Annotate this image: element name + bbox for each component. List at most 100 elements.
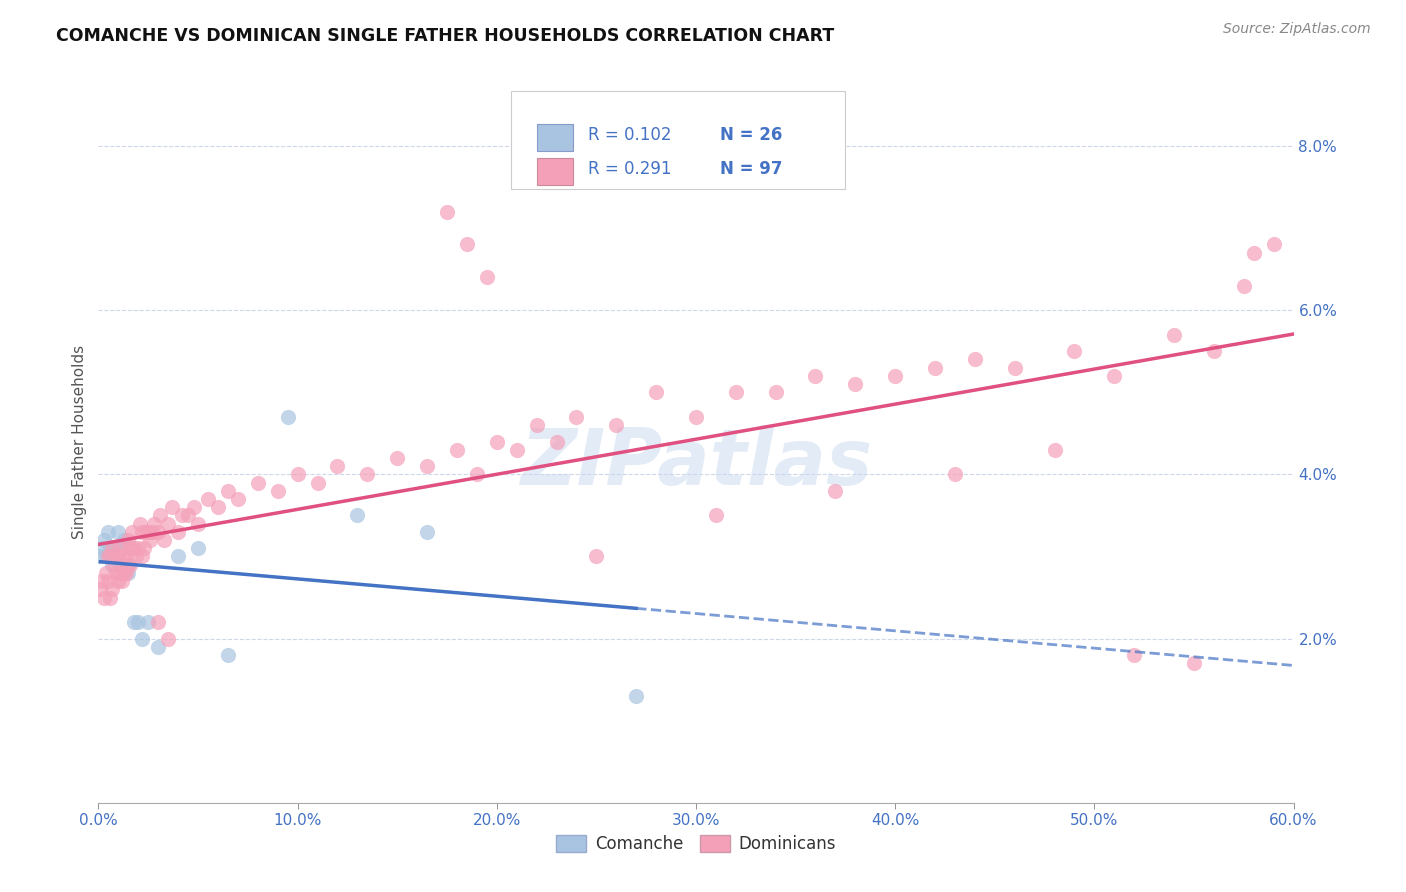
Point [148, 524, 170, 539]
Text: N = 97: N = 97 [720, 160, 782, 178]
Point [246, 475, 269, 490]
Point [148, 640, 170, 654]
Point [1163, 327, 1185, 342]
Point [136, 524, 159, 539]
Point [135, 524, 157, 539]
Point [96, 549, 118, 564]
Point [307, 475, 329, 490]
Point [1123, 648, 1146, 662]
Point [111, 574, 134, 588]
Point [131, 549, 153, 564]
Point [101, 582, 124, 597]
Point [346, 508, 368, 523]
Point [96, 566, 118, 580]
Point [98, 541, 122, 556]
Point [605, 418, 627, 433]
Point [565, 409, 588, 424]
Point [103, 558, 125, 572]
Point [167, 549, 190, 564]
Legend: Comanche, Dominicans: Comanche, Dominicans [550, 828, 842, 860]
Point [277, 409, 299, 424]
Point [187, 541, 209, 556]
Point [91, 541, 114, 556]
Point [943, 467, 966, 482]
Point [101, 558, 124, 572]
Point [105, 566, 128, 580]
Point [120, 558, 142, 572]
Point [115, 549, 138, 564]
Point [93, 533, 115, 547]
Text: N = 26: N = 26 [720, 126, 782, 144]
Text: R = 0.291: R = 0.291 [589, 160, 672, 178]
Point [112, 533, 135, 547]
Point [226, 491, 249, 506]
Point [506, 442, 529, 457]
Point [1004, 360, 1026, 375]
Point [111, 549, 134, 564]
Point [385, 450, 409, 465]
Point [153, 533, 176, 547]
Point [844, 377, 866, 392]
Point [160, 500, 183, 515]
Point [446, 442, 468, 457]
Point [139, 533, 162, 547]
Point [197, 491, 219, 506]
Point [167, 524, 190, 539]
Point [804, 368, 827, 383]
Point [724, 385, 747, 400]
Point [98, 591, 122, 605]
Point [131, 524, 153, 539]
Point [963, 352, 986, 367]
Point [187, 516, 209, 531]
Point [626, 689, 648, 703]
Point [101, 541, 124, 556]
Point [124, 541, 146, 556]
Point [97, 549, 120, 564]
Point [105, 549, 128, 564]
Point [765, 385, 787, 400]
Point [110, 541, 132, 556]
Point [136, 615, 159, 630]
Point [526, 418, 548, 433]
Point [267, 483, 290, 498]
Text: R = 0.102: R = 0.102 [589, 126, 672, 144]
Point [110, 566, 132, 580]
Point [125, 549, 148, 564]
Point [1043, 442, 1066, 457]
Point [1104, 368, 1126, 383]
Point [645, 385, 668, 400]
Point [141, 524, 163, 539]
Point [89, 582, 111, 597]
Y-axis label: Single Father Households: Single Father Households [72, 344, 87, 539]
Point [93, 591, 115, 605]
Point [129, 516, 152, 531]
Point [884, 368, 907, 383]
Point [824, 483, 846, 498]
Point [120, 541, 142, 556]
Point [475, 270, 498, 285]
Point [287, 467, 309, 482]
Point [356, 467, 378, 482]
Point [157, 632, 180, 646]
Point [217, 483, 239, 498]
Point [1243, 245, 1265, 260]
Point [117, 533, 139, 547]
Point [436, 204, 458, 219]
Point [103, 541, 125, 556]
Point [117, 558, 139, 572]
Point [127, 541, 149, 556]
Point [1202, 344, 1225, 359]
Point [112, 566, 135, 580]
Point [98, 549, 122, 564]
Point [326, 459, 349, 474]
Point [89, 549, 111, 564]
Point [217, 648, 239, 662]
FancyBboxPatch shape [510, 91, 845, 189]
Point [157, 516, 180, 531]
Point [172, 508, 194, 523]
FancyBboxPatch shape [537, 158, 572, 186]
Point [97, 524, 120, 539]
Point [1182, 657, 1205, 671]
Point [465, 467, 488, 482]
Point [148, 615, 170, 630]
